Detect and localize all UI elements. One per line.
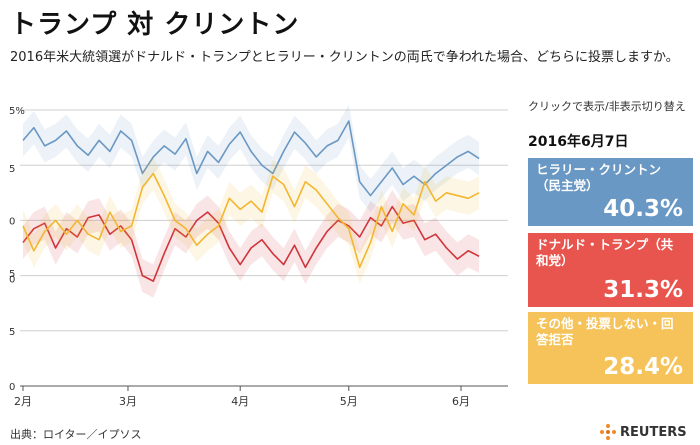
y-tick-label: 0: [9, 274, 15, 285]
legend-card-value: 40.3%: [603, 196, 683, 222]
source-note: 出典：ロイター／イプソス: [10, 428, 142, 441]
legend-card-label: ドナルド・トランプ（共和党）: [536, 237, 674, 268]
reuters-dots-icon: [600, 424, 616, 440]
reuters-logo: REUTERS: [600, 424, 687, 440]
legend-card-label: ヒラリー・クリントン（民主党）: [536, 162, 662, 193]
y-tick-label: 5: [9, 327, 15, 338]
series-line: [22, 205, 480, 282]
legend-card-value: 31.3%: [603, 277, 683, 303]
x-tick-label: 2月: [14, 395, 32, 408]
y-tick-label: 0: [9, 382, 15, 393]
legend-card-other[interactable]: その他・投票しない・回答拒否 28.4%: [528, 312, 693, 384]
toggle-hint: クリックで表示/非表示切り替え: [528, 100, 686, 113]
y-tick-label: 5: [9, 269, 15, 280]
x-tick-label: 5月: [340, 395, 358, 408]
series-line: [22, 172, 480, 269]
reuters-wordmark: REUTERS: [620, 424, 687, 440]
legend-card-clinton[interactable]: ヒラリー・クリントン（民主党） 40.3%: [528, 158, 693, 226]
series-band: [23, 104, 480, 213]
y-tick-label: 5: [9, 164, 15, 175]
y-tick-label: 0: [9, 216, 15, 227]
legend-card-label: その他・投票しない・回答拒否: [536, 316, 674, 347]
x-tick-label: 6月: [452, 395, 470, 408]
legend-card-trump[interactable]: ドナルド・トランプ（共和党） 31.3%: [528, 233, 693, 307]
y-tick-label: 5%: [9, 106, 25, 117]
page-title: トランプ 対 クリントン: [10, 10, 300, 40]
legend-card-value: 28.4%: [603, 354, 683, 380]
series-band: [23, 156, 480, 284]
page-subtitle: 2016年米大統領選がドナルド・トランプとヒラリー・クリントンの両氏で争われた場…: [10, 50, 679, 65]
series-line: [22, 120, 480, 197]
current-date: 2016年6月7日: [528, 134, 629, 150]
x-tick-label: 3月: [119, 395, 137, 408]
series-band: [23, 190, 480, 298]
x-tick-label: 4月: [231, 395, 249, 408]
